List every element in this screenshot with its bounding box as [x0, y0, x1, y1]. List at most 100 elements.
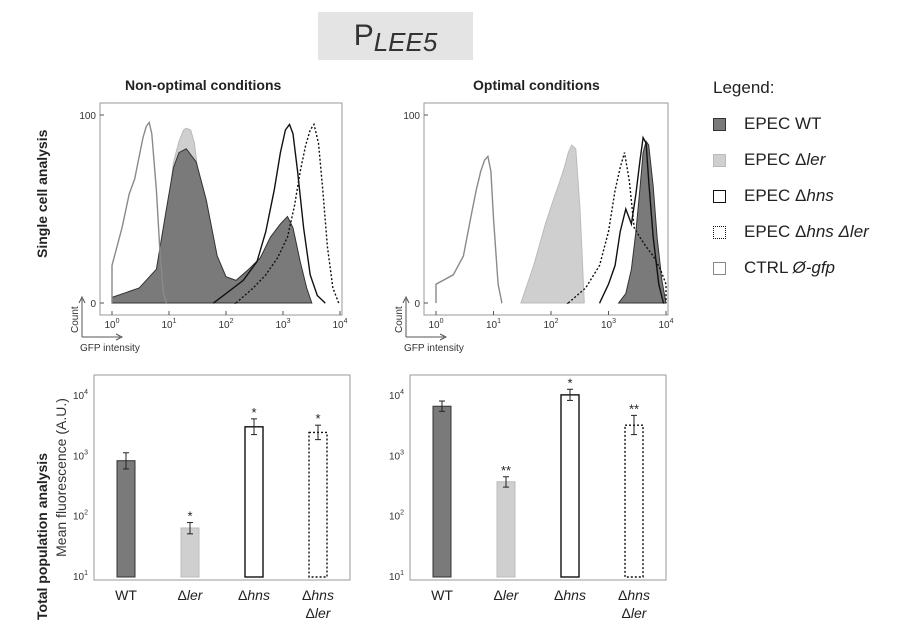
- histogram-series-filled-dark: [617, 140, 667, 304]
- category-label: Δler: [306, 605, 332, 621]
- legend-item: EPEC Δler: [713, 142, 898, 178]
- x-tick-label: 102: [543, 318, 558, 331]
- bar-1: [180, 527, 200, 578]
- legend-swatch: [713, 189, 726, 203]
- panel-title-left: Non-optimal conditions: [125, 77, 282, 93]
- histogram-frame: [423, 102, 669, 316]
- figure-title: P LEE5: [318, 12, 473, 60]
- legend-label-prefix: EPEC Δ: [744, 186, 807, 205]
- category-label: Δhns: [302, 587, 334, 603]
- histogram-series-outline-gray: [111, 120, 168, 304]
- y-tick-label: 103: [73, 449, 88, 462]
- figure-title-main: P: [353, 19, 374, 52]
- legend-heading: Legend:: [713, 78, 775, 97]
- x-tick-label: 100: [104, 318, 119, 331]
- bar-0: [432, 405, 452, 578]
- x-tick-label: 103: [601, 318, 616, 331]
- y-tick-label: 0: [90, 299, 96, 310]
- legend-label-italic: Ø-gfp: [792, 258, 836, 277]
- legend-swatch: [713, 261, 726, 275]
- bar-0: [116, 460, 136, 578]
- legend-swatch: [713, 153, 726, 167]
- category-label: Δler: [622, 605, 648, 621]
- category-label: Δler: [494, 587, 520, 603]
- bar-2: [560, 394, 580, 578]
- legend-label: EPEC Δhns Δler: [744, 222, 869, 242]
- significance-mark: *: [567, 375, 572, 390]
- significance-mark: **: [629, 401, 639, 416]
- y-tick-label: 101: [73, 570, 88, 583]
- legend-label-prefix: CTRL: [744, 258, 793, 277]
- legend-swatch: [713, 225, 726, 239]
- y-axis-label: Count: [70, 306, 81, 333]
- significance-mark: *: [315, 411, 320, 426]
- legend-label-prefix: EPEC WT: [744, 114, 822, 133]
- bar-chart-frame: [93, 374, 351, 581]
- legend-label-italic: ler: [806, 150, 826, 169]
- bar-1: [496, 481, 516, 578]
- y-tick-label: 103: [389, 449, 404, 462]
- legend-label-italic: hns: [806, 186, 834, 205]
- x-axis-label: GFP intensity: [80, 343, 140, 354]
- legend-label-prefix: EPEC Δ: [744, 150, 807, 169]
- legend-item: EPEC Δhns: [713, 178, 898, 214]
- x-tick-label: 101: [161, 318, 176, 331]
- category-label: Δhns: [554, 587, 586, 603]
- x-tick-label: 100: [428, 318, 443, 331]
- x-tick-label: 103: [275, 318, 290, 331]
- bar-3: [624, 424, 644, 578]
- y-tick-label: 100: [79, 111, 96, 122]
- category-label: Δler: [178, 587, 204, 603]
- legend-label: CTRL Ø-gfp: [744, 258, 835, 278]
- y-axis-label: Count: [394, 306, 405, 333]
- legend-item: EPEC WT: [713, 106, 898, 142]
- significance-mark: *: [187, 509, 192, 524]
- bar-3: [308, 431, 328, 578]
- legend-label: EPEC WT: [744, 114, 821, 134]
- legend-label: EPEC Δhns: [744, 186, 834, 206]
- histogram-series-outline-gray: [435, 154, 503, 304]
- legend-item: CTRL Ø-gfp: [713, 250, 898, 286]
- legend-swatch: [713, 117, 726, 131]
- category-label: Δhns: [618, 587, 650, 603]
- y-tick-label: 0: [414, 299, 420, 310]
- legend-item: EPEC Δhns Δler: [713, 214, 898, 250]
- y-tick-label: 102: [73, 510, 88, 523]
- axis-arrow-x-head: [439, 333, 448, 341]
- x-tick-label: 104: [658, 318, 673, 331]
- x-tick-label: 104: [332, 318, 347, 331]
- axis-arrow-y-head: [78, 295, 86, 304]
- histogram-frame: [99, 102, 343, 316]
- x-axis-label: GFP intensity: [404, 343, 464, 354]
- axis-arrow-y-head: [402, 295, 410, 304]
- category-label: Δhns: [238, 587, 270, 603]
- legend-items: EPEC WT EPEC Δler EPEC Δhns EPEC Δhns Δler C…: [713, 106, 898, 286]
- significance-mark: **: [501, 463, 511, 478]
- significance-mark: *: [251, 405, 256, 420]
- y-axis-label: Mean fluorescence (A.U.): [53, 398, 69, 557]
- x-tick-label: 101: [486, 318, 501, 331]
- legend-label-italic: hns Δler: [806, 222, 869, 241]
- category-label: WT: [115, 587, 137, 603]
- y-tick-label: 101: [389, 570, 404, 583]
- y-tick-label: 102: [389, 510, 404, 523]
- category-label: WT: [431, 587, 453, 603]
- figure-title-subscript: LEE5: [373, 26, 438, 57]
- axis-arrow-x-head: [115, 333, 124, 341]
- legend-label-prefix: EPEC Δ: [744, 222, 807, 241]
- panel-title-right: Optimal conditions: [473, 77, 600, 93]
- x-tick-label: 102: [218, 318, 233, 331]
- y-tick-label: 100: [403, 111, 420, 122]
- bar-chart-frame: [409, 374, 667, 581]
- y-tick-label: 104: [73, 389, 88, 402]
- legend-label: EPEC Δler: [744, 150, 825, 170]
- histogram-series-filled-light: [520, 144, 585, 304]
- histogram-series-outline-dotted: [566, 152, 667, 304]
- bar-2: [244, 426, 264, 578]
- histogram-series-filled-dark: [111, 148, 313, 304]
- y-tick-label: 104: [389, 389, 404, 402]
- histogram-series-outline-solid: [212, 122, 326, 304]
- legend: Legend: EPEC WT EPEC Δler EPEC Δhns EPEC Δh…: [713, 78, 898, 286]
